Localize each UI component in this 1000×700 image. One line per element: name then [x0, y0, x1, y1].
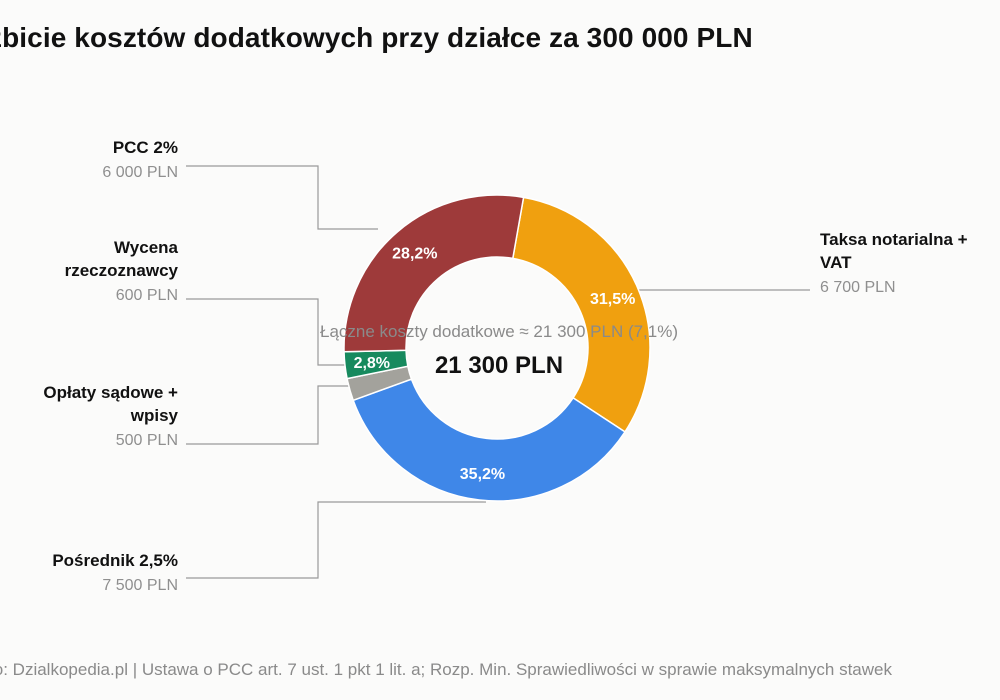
label-name-oplaty-sadowe-wpisy-line-1: Opłaty sądowe +: [43, 383, 178, 402]
chart-title: zbicie kosztów dodatkowych przy działce …: [0, 22, 753, 53]
label-name-taksa-notarialna-vat-line-2: VAT: [820, 253, 852, 272]
label-name-posrednik-2-5: Pośrednik 2,5%: [52, 551, 178, 570]
source-note: ło: Dzialkopedia.pl | Ustawa o PCC art. …: [0, 660, 892, 679]
label-name-taksa-notarialna-vat-line-1: Taksa notarialna +: [820, 230, 968, 249]
leader-line-posrednik-2-5: [186, 501, 486, 579]
leader-line-oplaty-sadowe-wpisy: [186, 385, 358, 445]
label-value-posrednik-2-5: 7 500 PLN: [102, 577, 178, 594]
label-name-pcc-2: PCC 2%: [113, 138, 178, 157]
slice-taksa-notarialna-vat: [511, 196, 651, 433]
percent-label-taksa-notarialna-vat: 31,5%: [590, 291, 635, 308]
leader-line-pcc-2: [186, 165, 378, 230]
slice-posrednik-2-5: [352, 378, 627, 502]
label-value-taksa-notarialna-vat: 6 700 PLN: [820, 279, 896, 296]
label-value-wycena-rzeczoznawcy: 600 PLN: [116, 287, 178, 304]
center-subtitle: Łączne koszty dodatkowe ≈ 21 300 PLN (7,…: [320, 322, 678, 341]
label-name-wycena-rzeczoznawcy-line-2: rzeczoznawcy: [65, 261, 179, 280]
center-value: 21 300 PLN: [435, 352, 563, 379]
slice-pcc-2: [343, 194, 525, 353]
leader-line-wycena-rzeczoznawcy: [186, 298, 346, 366]
label-name-oplaty-sadowe-wpisy-line-2: wpisy: [130, 406, 179, 425]
label-name-wycena-rzeczoznawcy-line-1: Wycena: [114, 238, 178, 257]
label-value-pcc-2: 6 000 PLN: [102, 164, 178, 181]
percent-label-posrednik-2-5: 35,2%: [460, 466, 505, 483]
percent-label-wycena-rzeczoznawcy: 2,8%: [354, 355, 390, 372]
label-value-oplaty-sadowe-wpisy: 500 PLN: [116, 432, 178, 449]
percent-label-pcc-2: 28,2%: [392, 245, 437, 262]
